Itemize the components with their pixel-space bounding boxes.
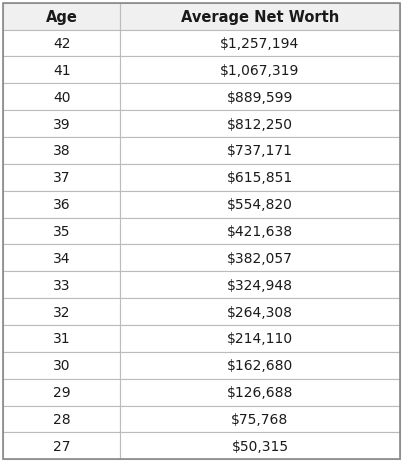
Text: 36: 36 [53, 198, 71, 212]
Text: $1,257,194: $1,257,194 [220, 37, 299, 51]
Text: $812,250: $812,250 [227, 117, 293, 131]
Text: $1,067,319: $1,067,319 [220, 64, 300, 78]
Bar [3, 138, 120, 164]
Bar [120, 352, 400, 379]
Bar [3, 164, 120, 191]
Text: $382,057: $382,057 [227, 251, 293, 265]
Bar [120, 325, 400, 352]
Text: Age: Age [46, 10, 78, 25]
Bar [3, 191, 120, 218]
Text: $615,851: $615,851 [227, 171, 293, 185]
Text: $554,820: $554,820 [227, 198, 293, 212]
Text: $264,308: $264,308 [227, 305, 293, 319]
Text: 42: 42 [53, 37, 71, 51]
Bar [120, 379, 400, 406]
Text: $75,768: $75,768 [231, 412, 289, 426]
Bar [3, 299, 120, 325]
Bar [3, 352, 120, 379]
Bar [3, 272, 120, 299]
Text: 39: 39 [53, 117, 71, 131]
Bar [120, 84, 400, 111]
Bar [3, 245, 120, 272]
Bar [120, 432, 400, 459]
Text: 38: 38 [53, 144, 71, 158]
Bar [3, 111, 120, 138]
Bar [3, 57, 120, 84]
Text: Average Net Worth: Average Net Worth [181, 10, 339, 25]
Bar [3, 379, 120, 406]
Bar [120, 245, 400, 272]
Bar [3, 406, 120, 432]
Text: $214,110: $214,110 [227, 332, 293, 346]
Text: 41: 41 [53, 64, 71, 78]
Bar [120, 138, 400, 164]
Bar [120, 4, 400, 31]
Bar [120, 191, 400, 218]
Bar [120, 111, 400, 138]
Text: 31: 31 [53, 332, 71, 346]
Text: $126,688: $126,688 [227, 385, 293, 399]
Text: 35: 35 [53, 225, 71, 238]
Text: 30: 30 [53, 358, 71, 372]
Bar [120, 31, 400, 57]
Text: 29: 29 [53, 385, 71, 399]
Bar [120, 57, 400, 84]
Text: $324,948: $324,948 [227, 278, 293, 292]
Bar [3, 31, 120, 57]
Text: $737,171: $737,171 [227, 144, 293, 158]
Bar [3, 432, 120, 459]
Bar [120, 164, 400, 191]
Bar [3, 325, 120, 352]
Text: $50,315: $50,315 [231, 439, 289, 453]
Text: 37: 37 [53, 171, 71, 185]
Text: $421,638: $421,638 [227, 225, 293, 238]
Text: 40: 40 [53, 91, 71, 105]
Text: 28: 28 [53, 412, 71, 426]
Text: 33: 33 [53, 278, 71, 292]
Bar [120, 406, 400, 432]
Bar [120, 218, 400, 245]
Bar [3, 84, 120, 111]
Bar [3, 218, 120, 245]
Text: 34: 34 [53, 251, 71, 265]
Bar [120, 272, 400, 299]
Text: 32: 32 [53, 305, 71, 319]
Text: $889,599: $889,599 [227, 91, 293, 105]
Bar [3, 4, 120, 31]
Bar [120, 299, 400, 325]
Text: $162,680: $162,680 [227, 358, 293, 372]
Text: 27: 27 [53, 439, 71, 453]
